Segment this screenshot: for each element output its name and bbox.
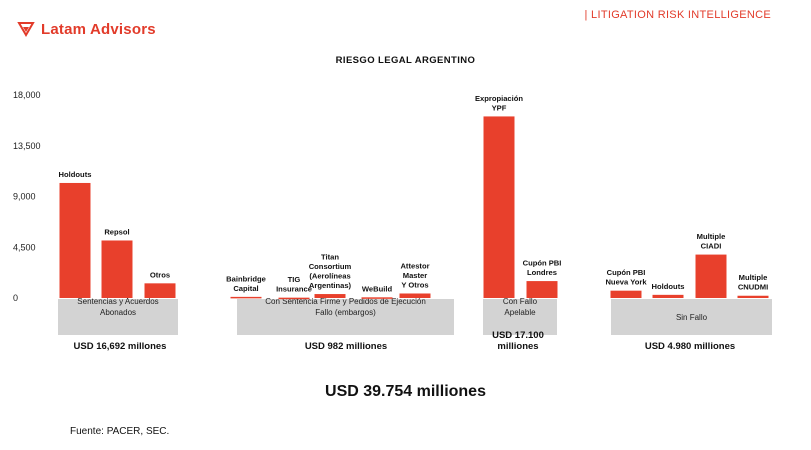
total-amount: USD 39.754 milliones: [325, 383, 486, 400]
bar: [695, 254, 727, 298]
y-tick-label: 9,000: [13, 192, 36, 202]
bar-label: Titan Consortium (Aerolíneas Argentinas): [309, 253, 352, 291]
bar-label: Attestor Master Y Otros: [400, 261, 429, 289]
bar: [652, 294, 684, 298]
group-box: [58, 299, 178, 335]
group-total: USD 982 milliones: [305, 341, 387, 352]
bar-label: Otros: [150, 270, 170, 279]
y-tick-label: 4,500: [13, 242, 36, 252]
bar: [483, 116, 515, 298]
bar: [314, 294, 346, 298]
bar-label: Bainbridge Capital: [226, 274, 266, 293]
bar-label: Holdouts: [59, 170, 92, 179]
group-total: USD 4.980 milliones: [645, 341, 735, 352]
group-label: Sin Fallo: [676, 313, 708, 322]
group-label: Sentencias y Acuerdos Abonados: [77, 297, 158, 317]
bar-label: WeBuild: [362, 284, 393, 293]
bar-label: Multiple CIADI: [697, 232, 726, 251]
group-label: Con Sentencia Firme y Pedidos de Ejecuci…: [265, 297, 426, 317]
bar: [278, 297, 310, 300]
chart-title: RIESGO LEGAL ARGENTINO: [335, 55, 476, 66]
bar-label: Holdouts: [652, 282, 685, 291]
bar: [230, 296, 262, 299]
bar-label: Expropiación YPF: [475, 94, 523, 113]
brand-logo: Latam Advisors: [17, 20, 156, 38]
brand-name: Latam Advisors: [41, 20, 156, 38]
bar-chart: 0 4,500 9,000 13,500 18,000 Sentencias y Acue…: [13, 90, 772, 352]
bar-label: Multiple CNUDMI: [738, 273, 768, 292]
group-box: [611, 299, 772, 335]
group-label: Con Fallo Apelable: [503, 297, 538, 317]
bar-label: Cupón PBI Londres: [523, 259, 562, 278]
group-box: [237, 299, 454, 335]
group-total: USD 16,692 millones: [74, 341, 167, 352]
bar: [101, 240, 133, 298]
group-box: [483, 299, 557, 335]
tagline: | LITIGATION RISK INTELLIGENCE: [584, 9, 771, 21]
brand-logo-icon: [17, 22, 35, 37]
bar: [144, 283, 176, 298]
bar-label: Cupón PBI Nueva York: [605, 268, 647, 287]
group-total: USD 17.100 milliones: [492, 330, 544, 352]
y-tick-label: 18,000: [13, 90, 41, 100]
y-tick-label: 13,500: [13, 141, 41, 151]
bar: [526, 281, 558, 298]
bar: [610, 290, 642, 298]
bar-label: TIG Insurance: [276, 275, 312, 294]
bar: [361, 297, 393, 299]
bar: [59, 182, 91, 298]
bar: [399, 293, 431, 298]
y-tick-label: 0: [13, 293, 18, 303]
bar: [737, 295, 769, 298]
bar-label: Repsol: [104, 227, 129, 236]
source-note: Fuente: PACER, SEC.: [70, 426, 170, 437]
